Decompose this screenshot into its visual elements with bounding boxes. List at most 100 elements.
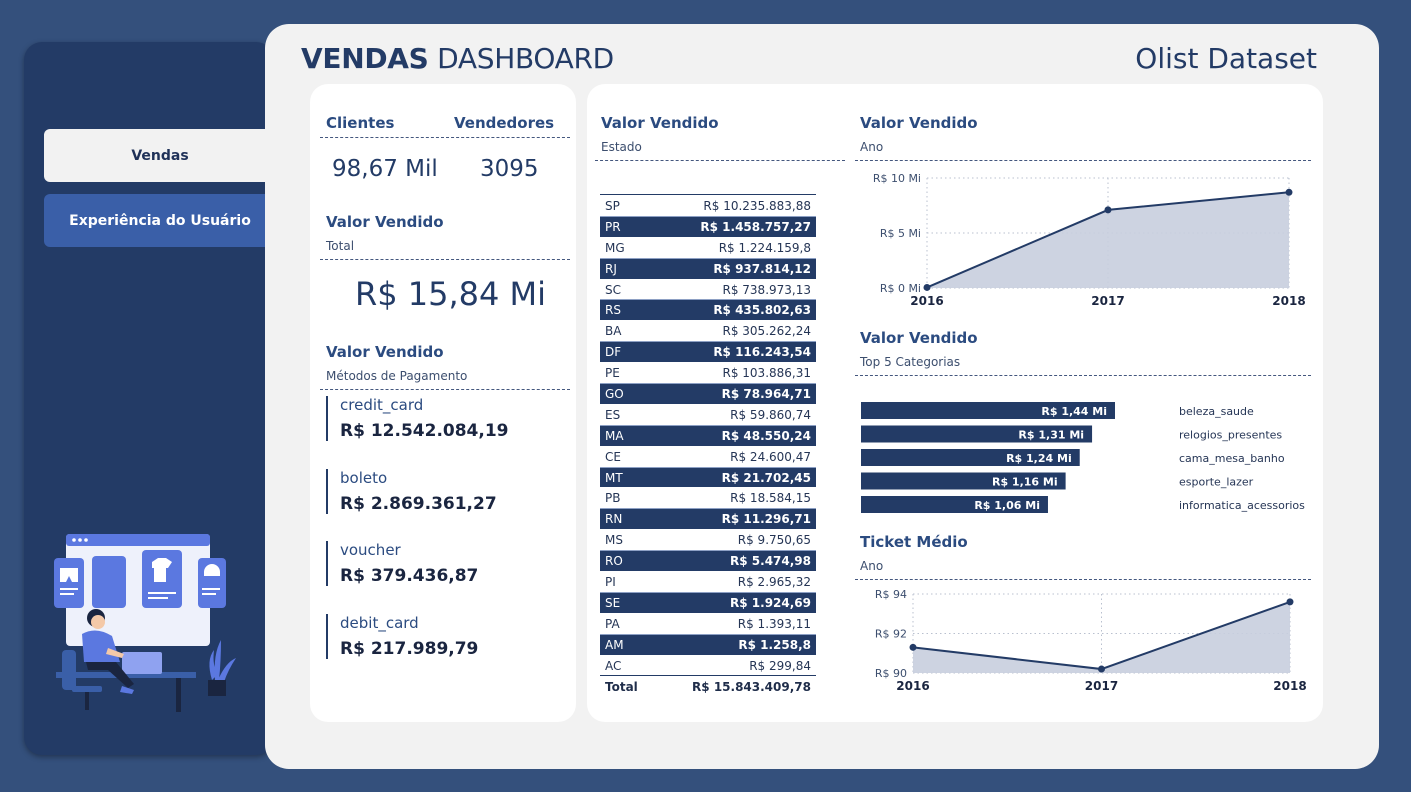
state-code-cell: ES — [605, 407, 621, 422]
payment-debit-card: debit_card R$ 217.989,79 — [326, 614, 556, 659]
table-row: SP R$ 10.235.883,88 — [600, 195, 816, 216]
category-label: cama_mesa_banho — [1179, 452, 1285, 465]
payment-boleto: boleto R$ 2.869.361,27 — [326, 469, 556, 514]
state-value-cell: R$ 937.814,12 — [713, 261, 811, 276]
table-top-border — [600, 194, 816, 195]
kpi-card: Clientes Vendedores 98,67 Mil 3095 Valor… — [310, 84, 576, 722]
table-row: DF R$ 116.243,54 — [600, 341, 816, 363]
state-value-cell: R$ 1.924,69 — [730, 595, 811, 610]
state-value-cell: R$ 103.886,31 — [722, 366, 812, 381]
state-table-body: SP R$ 10.235.883,88 PR R$ 1.458.757,27 MG R$ … — [600, 195, 816, 675]
x-tick-label: 2017 — [1091, 294, 1124, 308]
categories-chart-title: Valor Vendido — [860, 329, 978, 347]
payment-label: voucher — [340, 541, 401, 559]
table-row: SC R$ 738.973,13 — [600, 278, 816, 300]
table-row: CE R$ 24.600,47 — [600, 445, 816, 467]
clientes-label: Clientes — [326, 114, 395, 132]
state-code-cell: RJ — [605, 261, 617, 276]
table-row: PR R$ 1.458.757,27 — [600, 215, 816, 237]
state-value-cell: R$ 59.860,74 — [730, 407, 811, 422]
table-row: MA R$ 48.550,24 — [600, 424, 816, 446]
category-label: beleza_saude — [1179, 405, 1254, 418]
state-code-cell: MA — [605, 428, 624, 443]
table-row: PB R$ 18.584,15 — [600, 487, 816, 508]
payment-value: R$ 12.542.084,19 — [340, 421, 509, 441]
state-value-cell: R$ 18.584,15 — [730, 491, 811, 506]
total-label: Total — [605, 680, 638, 695]
bar — [861, 449, 1080, 466]
state-code-cell: PA — [605, 616, 620, 631]
bar-value-label: R$ 1,16 Mi — [992, 476, 1058, 489]
payment-value: R$ 379.436,87 — [340, 566, 479, 586]
state-code-cell: SC — [605, 282, 621, 297]
state-value-cell: R$ 299,84 — [749, 658, 811, 673]
data-point — [909, 643, 917, 651]
dataset-label: Olist Dataset — [1135, 42, 1317, 75]
state-code-cell: AC — [605, 658, 622, 673]
x-tick-label: 2016 — [896, 679, 929, 693]
divider — [855, 160, 1311, 161]
y-tick-label: R$ 0 Mi — [880, 282, 921, 295]
state-value-cell: R$ 2.965,32 — [737, 575, 811, 590]
state-code-cell: PR — [605, 219, 621, 234]
data-point — [1104, 206, 1112, 214]
divider — [320, 259, 570, 260]
total-title: Valor Vendido — [326, 213, 444, 231]
x-tick-label: 2016 — [910, 294, 943, 308]
ticket-chart-subtitle: Ano — [860, 559, 884, 573]
nav-vendas-button[interactable]: Vendas — [44, 129, 276, 182]
year-area-chart: R$ 0 Mi R$ 5 Mi R$ 10 Mi 2016 2017 2018 — [873, 172, 1306, 308]
table-row: MG R$ 1.224.159,8 — [600, 236, 816, 258]
bar-value-label: R$ 1,44 Mi — [1041, 405, 1107, 418]
state-value-cell: R$ 5.474,98 — [730, 554, 811, 569]
table-row: RO R$ 5.474,98 — [600, 550, 816, 572]
total-value-cell: R$ 15.843.409,78 — [692, 680, 811, 695]
table-row: MT R$ 21.702,45 — [600, 466, 816, 488]
data-point — [923, 283, 931, 291]
year-chart-title: Valor Vendido — [860, 114, 978, 132]
state-value-cell: R$ 1.393,11 — [737, 616, 811, 631]
state-code-cell: AM — [605, 637, 624, 652]
divider — [855, 375, 1311, 376]
payment-value: R$ 217.989,79 — [340, 639, 479, 659]
bar-value-label: R$ 1,24 Mi — [1006, 452, 1072, 465]
state-code-cell: PI — [605, 575, 616, 590]
y-tick-label: R$ 92 — [875, 628, 907, 641]
state-value-cell: R$ 78.964,71 — [721, 387, 811, 402]
y-tick-label: R$ 5 Mi — [880, 227, 921, 240]
charts-card: Valor Vendido Estado SP R$ 10.235.883,88 P… — [587, 84, 1323, 722]
main-panel: VENDAS DASHBOARD Olist Dataset Clientes … — [265, 24, 1379, 769]
state-code-cell: MG — [605, 240, 625, 255]
payment-value: R$ 2.869.361,27 — [340, 494, 497, 514]
state-value-cell: R$ 11.296,71 — [721, 512, 811, 527]
ticket-area-chart: R$ 90 R$ 92 R$ 94 2016 2017 2018 — [875, 588, 1307, 693]
payment-label: debit_card — [340, 614, 419, 632]
payment-label: boleto — [340, 469, 388, 487]
state-value-cell: R$ 305.262,24 — [722, 324, 812, 339]
page-title: VENDAS DASHBOARD — [301, 42, 614, 75]
state-table-subtitle: Estado — [601, 140, 642, 154]
table-row: RS R$ 435.802,63 — [600, 299, 816, 321]
bar-value-label: R$ 1,06 Mi — [974, 499, 1040, 512]
state-code-cell: GO — [605, 387, 624, 402]
categories-chart-subtitle: Top 5 Categorias — [860, 355, 961, 369]
table-row: RJ R$ 937.814,12 — [600, 257, 816, 279]
title-bold: VENDAS — [301, 42, 429, 75]
table-row: MS R$ 9.750,65 — [600, 529, 816, 550]
category-label: relogios_presentes — [1179, 429, 1282, 442]
state-value-cell: R$ 1.224.159,8 — [718, 240, 811, 255]
bar-value-label: R$ 1,31 Mi — [1018, 429, 1084, 442]
y-tick-label: R$ 94 — [875, 588, 907, 601]
state-value-cell: R$ 1.258,8 — [738, 637, 811, 652]
vendedores-value: 3095 — [480, 156, 539, 182]
bar — [861, 472, 1066, 490]
nav-experiencia-button[interactable]: Experiência do Usuário — [44, 194, 276, 247]
state-code-cell: RS — [605, 303, 621, 318]
data-point — [1098, 665, 1105, 673]
x-tick-label: 2017 — [1085, 679, 1118, 693]
clientes-value: 98,67 Mil — [332, 156, 438, 182]
state-value-cell: R$ 738.973,13 — [722, 282, 812, 297]
y-tick-label: R$ 90 — [875, 667, 907, 680]
data-point — [1285, 188, 1293, 196]
title-light: DASHBOARD — [437, 42, 614, 75]
